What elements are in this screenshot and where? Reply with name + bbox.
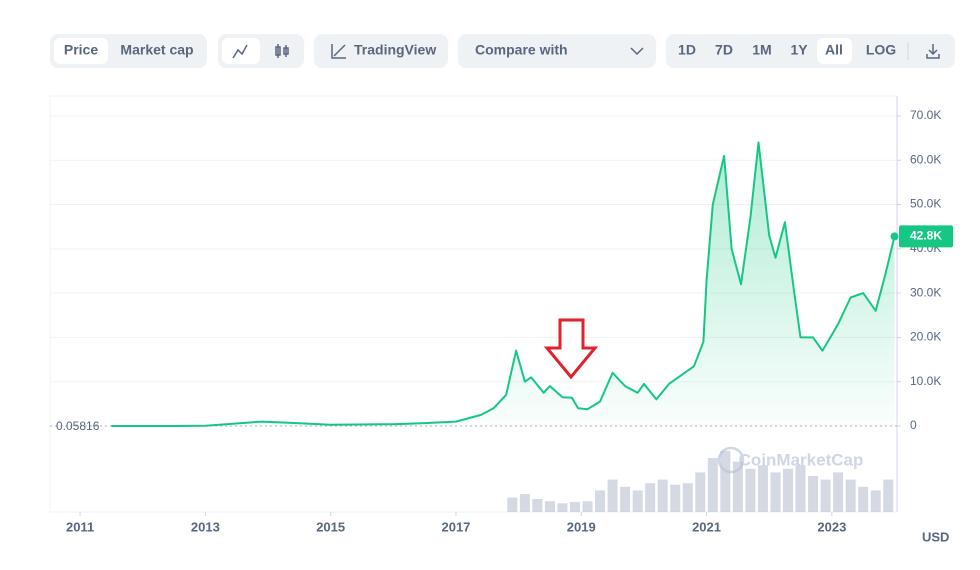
volume-bar (670, 484, 681, 512)
volume-bar (770, 472, 781, 512)
volume-bar (519, 494, 530, 512)
y-tick-label: 50.0K (910, 197, 941, 211)
baseline-label: 0.05816 (56, 419, 100, 433)
volume-bar (720, 450, 731, 512)
chevron (630, 47, 644, 56)
volume-bar (557, 503, 568, 512)
compare-label[interactable]: Compare with (475, 42, 568, 58)
last-point (890, 232, 899, 241)
price-area (111, 142, 895, 426)
download-button[interactable] (926, 44, 940, 59)
volume-bar (544, 501, 555, 512)
active-tab (54, 38, 108, 64)
volume-bar (757, 465, 768, 512)
volume-bar (732, 461, 743, 512)
x-tick-label: 2023 (817, 519, 846, 534)
volume-bar (858, 486, 869, 512)
range-7d[interactable]: 7D (715, 42, 733, 58)
watermark-logo (717, 446, 745, 474)
price-badge (899, 225, 953, 248)
x-tick-label: 2015 (316, 519, 345, 534)
price-badge-label: 42.8K (910, 229, 942, 243)
compare-select[interactable] (458, 34, 656, 68)
y-tick-label: 70.0K (910, 108, 941, 122)
tab-market-cap[interactable]: Market cap (120, 42, 193, 58)
tv-icon (331, 44, 346, 59)
volume-bar (569, 501, 580, 512)
y-tick-label: 30.0K (910, 285, 941, 299)
volume-bar (532, 499, 543, 512)
tab-price[interactable]: Price (64, 42, 98, 58)
range-1y[interactable]: 1Y (790, 42, 808, 58)
range-group (666, 34, 955, 68)
y-tick-label: 0 (910, 418, 917, 432)
volume-bar (620, 486, 631, 512)
tradingview-label[interactable]: TradingView (354, 42, 436, 58)
volume-bar (820, 479, 831, 512)
volume-bar (845, 479, 856, 512)
volume-bar (808, 476, 819, 512)
volume-bar (632, 490, 643, 512)
candle-icon[interactable] (275, 44, 289, 58)
volume-bar (645, 483, 656, 512)
y-tick-label: 60.0K (910, 152, 941, 166)
axis-unit: USD (922, 529, 949, 544)
x-tick-label: 2019 (567, 519, 596, 534)
volume-bar (833, 472, 844, 512)
volume-bar (883, 479, 894, 512)
arrow-annotation (543, 318, 599, 380)
range-all[interactable]: All (825, 42, 843, 58)
x-tick-label: 2011 (66, 519, 94, 534)
range-1d[interactable]: 1D (678, 42, 696, 58)
active-range (817, 38, 852, 64)
volume-bar (782, 468, 793, 512)
volume-bar (870, 490, 881, 512)
volume-bar (745, 468, 756, 512)
y-tick-label: 10.0K (910, 374, 941, 388)
volume-bar (707, 458, 718, 512)
line-icon (232, 44, 248, 59)
x-tick-label: 2021 (692, 519, 721, 534)
tradingview-button[interactable] (314, 34, 448, 68)
range-1m[interactable]: 1M (752, 42, 771, 58)
volume-bar (695, 472, 706, 512)
tv-icon (333, 44, 346, 57)
price-line (111, 141, 896, 427)
volume-bar (682, 483, 693, 512)
volume-bar (595, 490, 606, 512)
volume-bar (507, 497, 518, 512)
line-button[interactable] (222, 38, 260, 64)
log-toggle[interactable]: LOG (866, 42, 896, 58)
volume-bar (657, 479, 668, 512)
x-tick-label: 2017 (441, 519, 470, 534)
x-tick-label: 2013 (191, 519, 220, 534)
volume-bar (607, 479, 618, 512)
y-tick-label: 20.0K (910, 330, 941, 344)
watermark: CoinMarketCap (739, 450, 864, 469)
volume-bar (795, 465, 806, 512)
volume-bar (582, 501, 593, 512)
